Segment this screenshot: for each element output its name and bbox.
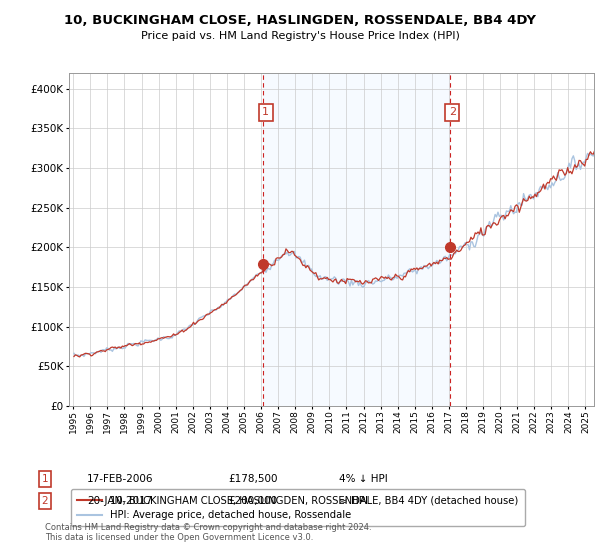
Bar xyxy=(263,73,450,406)
Text: 4% ↓ HPI: 4% ↓ HPI xyxy=(339,474,388,484)
Text: £178,500: £178,500 xyxy=(228,474,277,484)
Text: Contains HM Land Registry data © Crown copyright and database right 2024.
This d: Contains HM Land Registry data © Crown c… xyxy=(45,522,371,542)
Text: 17-FEB-2006: 17-FEB-2006 xyxy=(87,474,154,484)
Legend: 10, BUCKINGHAM CLOSE, HASLINGDEN, ROSSENDALE, BB4 4DY (detached house), HPI: Ave: 10, BUCKINGHAM CLOSE, HASLINGDEN, ROSSEN… xyxy=(71,489,524,526)
Text: 1: 1 xyxy=(41,474,49,484)
Text: 10, BUCKINGHAM CLOSE, HASLINGDEN, ROSSENDALE, BB4 4DY: 10, BUCKINGHAM CLOSE, HASLINGDEN, ROSSEN… xyxy=(64,14,536,27)
Text: £200,000: £200,000 xyxy=(228,496,277,506)
Text: 20-JAN-2017: 20-JAN-2017 xyxy=(87,496,152,506)
Text: 1: 1 xyxy=(262,108,269,118)
Text: 2: 2 xyxy=(449,108,456,118)
Text: ≈ HPI: ≈ HPI xyxy=(339,496,368,506)
Text: 2: 2 xyxy=(41,496,49,506)
Text: Price paid vs. HM Land Registry's House Price Index (HPI): Price paid vs. HM Land Registry's House … xyxy=(140,31,460,41)
